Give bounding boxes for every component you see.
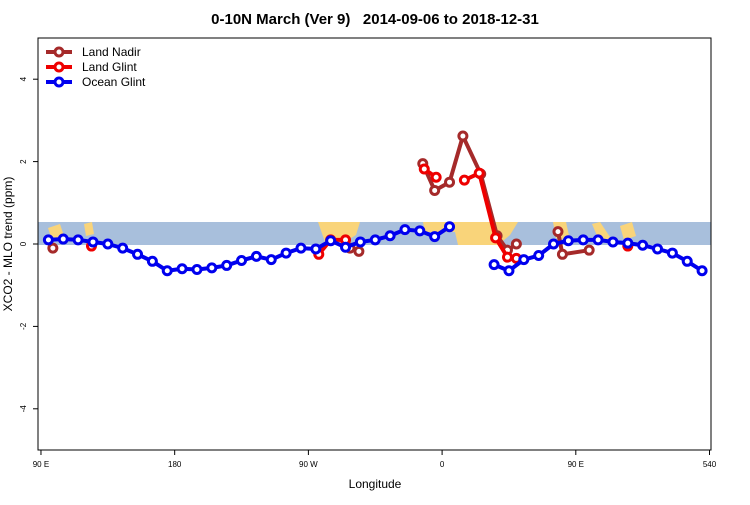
series-marker xyxy=(429,184,441,196)
series-marker xyxy=(681,255,693,267)
chart-title: 0-10N March (Ver 9) 2014-09-06 to 2018-1… xyxy=(211,11,539,28)
series-marker xyxy=(340,241,352,253)
series-marker xyxy=(265,254,277,266)
series-marker xyxy=(444,176,456,188)
series-marker xyxy=(577,234,589,246)
series-marker xyxy=(295,242,307,254)
y-tick-label: -2 xyxy=(19,322,28,330)
series-marker xyxy=(548,238,560,250)
series-marker xyxy=(562,235,574,247)
series-marker xyxy=(414,225,426,237)
legend-marker xyxy=(53,76,65,88)
series-marker xyxy=(652,243,664,255)
series-marker xyxy=(666,247,678,259)
series-marker xyxy=(250,250,262,262)
series-marker xyxy=(399,224,411,236)
series-marker xyxy=(488,259,500,271)
x-tick-label: 90 E xyxy=(568,460,584,469)
legend-label: Ocean Glint xyxy=(82,75,146,89)
x-tick-label: 180 xyxy=(168,460,182,469)
y-tick-label: 4 xyxy=(19,76,28,81)
x-tick-label: 0 xyxy=(440,460,445,469)
series-marker xyxy=(102,238,114,250)
series-marker xyxy=(429,231,441,243)
series-marker xyxy=(57,233,69,245)
series-marker xyxy=(592,234,604,246)
series-marker xyxy=(280,247,292,259)
series-marker xyxy=(533,250,545,262)
series-marker xyxy=(458,174,470,186)
series-marker xyxy=(72,234,84,246)
series-marker xyxy=(696,265,708,277)
series-marker xyxy=(384,230,396,242)
x-tick-label: 90 E xyxy=(33,460,49,469)
y-tick-label: 2 xyxy=(19,159,28,164)
series-marker xyxy=(117,242,129,254)
series-marker xyxy=(490,232,502,244)
series-marker xyxy=(161,265,173,277)
legend-label: Land Nadir xyxy=(82,45,141,59)
series-marker xyxy=(501,251,513,263)
series-marker xyxy=(430,171,442,183)
series-marker xyxy=(191,264,203,276)
map-band xyxy=(38,222,711,245)
series-marker xyxy=(146,255,158,267)
series-marker xyxy=(444,221,456,233)
legend-marker xyxy=(53,61,65,73)
legend-marker xyxy=(53,46,65,58)
series-marker xyxy=(353,245,365,257)
y-tick-label: -4 xyxy=(19,405,28,413)
series-marker xyxy=(42,234,54,246)
series-marker xyxy=(583,244,595,256)
legend-label: Land Glint xyxy=(82,60,137,74)
series-marker xyxy=(622,237,634,249)
x-tick-label: 540 xyxy=(703,460,717,469)
series-marker xyxy=(473,167,485,179)
series-marker xyxy=(503,265,515,277)
series-marker xyxy=(607,236,619,248)
ocean-band xyxy=(38,222,711,245)
series-marker xyxy=(325,235,337,247)
x-axis-label: Longitude xyxy=(349,477,402,491)
series-marker xyxy=(236,254,248,266)
series-marker xyxy=(457,130,469,142)
y-axis-label: XCO2 - MLO trend (ppm) xyxy=(1,177,15,312)
series-marker xyxy=(47,242,59,254)
series-marker xyxy=(132,248,144,260)
series-marker xyxy=(87,236,99,248)
series-marker xyxy=(418,163,430,175)
y-tick-label: 0 xyxy=(19,241,28,246)
series-marker xyxy=(552,226,564,238)
series-marker xyxy=(176,263,188,275)
land-patch xyxy=(84,222,94,236)
series-marker xyxy=(510,238,522,250)
series-marker xyxy=(556,248,568,260)
x-tick-label: 90 W xyxy=(299,460,318,469)
series-marker xyxy=(221,259,233,271)
series-marker xyxy=(206,262,218,274)
series-marker xyxy=(310,243,322,255)
series-marker xyxy=(369,234,381,246)
series-marker xyxy=(354,236,366,248)
land-patch xyxy=(620,222,636,240)
series-marker xyxy=(518,254,530,266)
series-marker xyxy=(637,239,649,251)
